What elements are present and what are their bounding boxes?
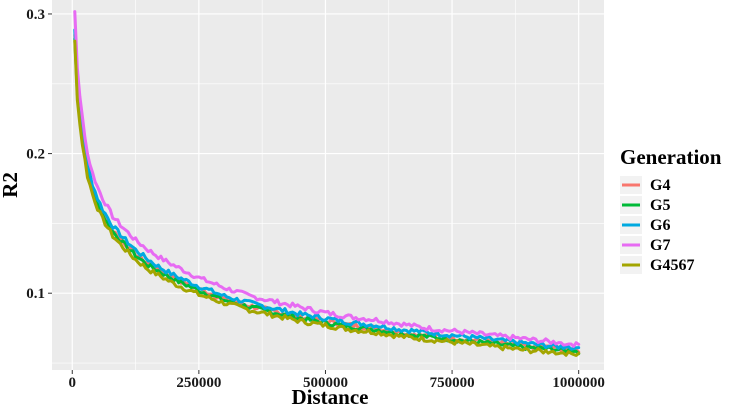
x-tick-label: 750000 <box>430 375 475 391</box>
series-line-g7 <box>73 10 581 348</box>
y-tick-label: 0.3 <box>26 7 45 23</box>
x-axis-title: Distance <box>292 385 369 409</box>
series-line-g5 <box>73 37 581 356</box>
y-axis: 0.1 0.2 0.3 <box>26 7 52 302</box>
series-line-g6 <box>73 28 581 351</box>
y-tick-label: 0.2 <box>26 147 45 163</box>
legend-label: G5 <box>650 197 670 214</box>
grid-major <box>52 0 604 370</box>
y-axis-title: R2 <box>0 172 22 198</box>
x-tick-label: 1000000 <box>552 375 605 391</box>
legend-label: G4 <box>650 177 670 194</box>
legend: Generation G4 G5 G6 G7 G4567 <box>620 145 722 274</box>
legend-label: G6 <box>650 217 670 234</box>
legend-title: Generation <box>620 145 722 169</box>
legend-label: G7 <box>650 237 670 254</box>
y-tick-label: 0.1 <box>26 286 45 302</box>
series-line-g4567 <box>73 39 581 357</box>
x-tick-label: 250000 <box>176 375 221 391</box>
grid-minor <box>52 0 604 370</box>
plot-panel <box>52 0 604 370</box>
x-tick-label: 0 <box>69 375 77 391</box>
legend-label: G4567 <box>650 257 694 274</box>
x-tick-label: 500000 <box>303 375 348 391</box>
series-layer <box>73 10 581 357</box>
x-axis: 0 250000 500000 750000 1000000 <box>69 370 605 391</box>
